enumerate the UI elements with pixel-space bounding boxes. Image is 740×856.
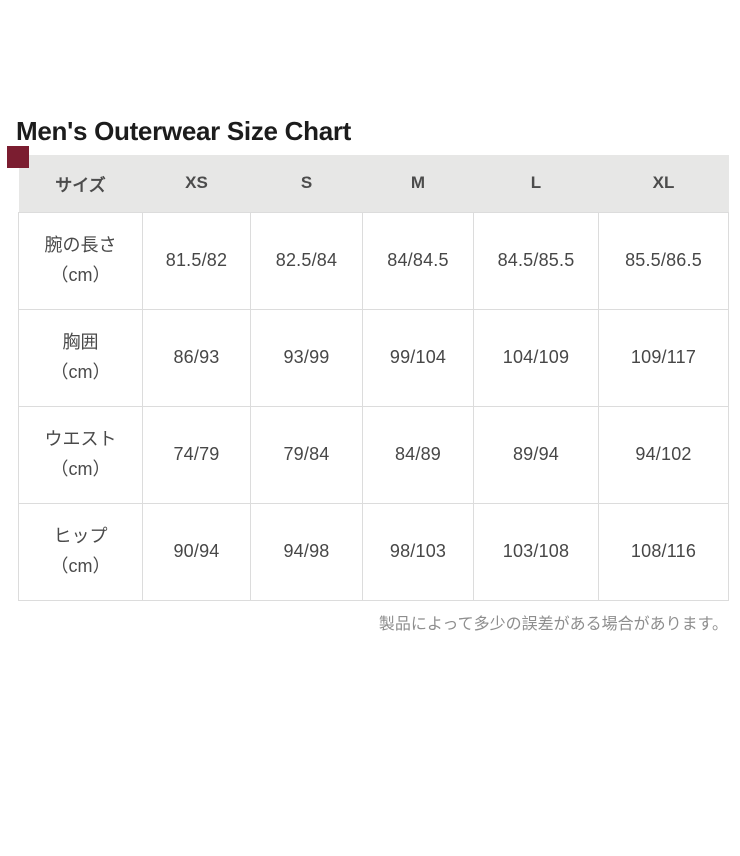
column-header-xs: XS — [142, 154, 251, 213]
table-row-waist: ウエスト （cm） 74/79 79/84 84/89 89/94 94/102 — [18, 405, 729, 504]
table-row-arm-length: 腕の長さ （cm） 81.5/82 82.5/84 84/84.5 84.5/8… — [18, 211, 729, 310]
row-label: 胸囲 （cm） — [18, 308, 143, 407]
size-cell: 81.5/82 — [142, 211, 251, 310]
row-label-text: 腕の長さ — [44, 234, 117, 255]
column-header-m: M — [362, 154, 474, 213]
row-label-unit: （cm） — [50, 555, 111, 576]
size-cell: 109/117 — [598, 308, 729, 407]
row-label-unit: （cm） — [50, 458, 111, 479]
table-row-chest: 胸囲 （cm） 86/93 93/99 99/104 104/109 109/1… — [18, 308, 729, 407]
size-cell: 84.5/85.5 — [473, 211, 599, 310]
size-cell: 99/104 — [362, 308, 474, 407]
size-cell: 79/84 — [250, 405, 363, 504]
row-label: ウエスト （cm） — [18, 405, 143, 504]
size-cell: 104/109 — [473, 308, 599, 407]
row-label: ヒップ （cm） — [18, 502, 143, 601]
disclaimer-note: 製品によって多少の誤差がある場合があります。 — [378, 615, 728, 633]
size-cell: 93/99 — [250, 308, 363, 407]
row-label-text: ヒップ — [53, 525, 108, 546]
size-cell: 94/98 — [250, 502, 363, 601]
row-label-text: ウエスト — [44, 428, 117, 449]
size-cell: 94/102 — [598, 405, 729, 504]
size-cell: 84/89 — [362, 405, 474, 504]
size-cell: 108/116 — [598, 502, 729, 601]
size-chart-header-row: サイズ XS S M L XL — [18, 154, 729, 213]
size-cell: 84/84.5 — [362, 211, 474, 310]
table-row-hip: ヒップ （cm） 90/94 94/98 98/103 103/108 108/… — [18, 502, 729, 601]
size-cell: 86/93 — [142, 308, 251, 407]
size-cell: 82.5/84 — [250, 211, 363, 310]
size-cell: 74/79 — [142, 405, 251, 504]
column-header-s: S — [250, 154, 363, 213]
row-label: 腕の長さ （cm） — [18, 211, 143, 310]
column-header-xl: XL — [598, 154, 729, 213]
column-header-l: L — [473, 154, 599, 213]
row-label-unit: （cm） — [50, 361, 111, 382]
page-title: Men's Outerwear Size Chart — [16, 116, 352, 146]
brand-color-square — [7, 146, 29, 168]
row-label-unit: （cm） — [50, 264, 111, 285]
size-cell: 98/103 — [362, 502, 474, 601]
row-label-text: 胸囲 — [62, 331, 99, 352]
column-header-size: サイズ — [18, 154, 143, 213]
size-cell: 85.5/86.5 — [598, 211, 729, 310]
size-cell: 90/94 — [142, 502, 251, 601]
size-cell: 89/94 — [473, 405, 599, 504]
size-chart-table: サイズ XS S M L XL 腕の長さ （cm） 81.5/82 82.5/8… — [18, 154, 729, 601]
size-cell: 103/108 — [473, 502, 599, 601]
